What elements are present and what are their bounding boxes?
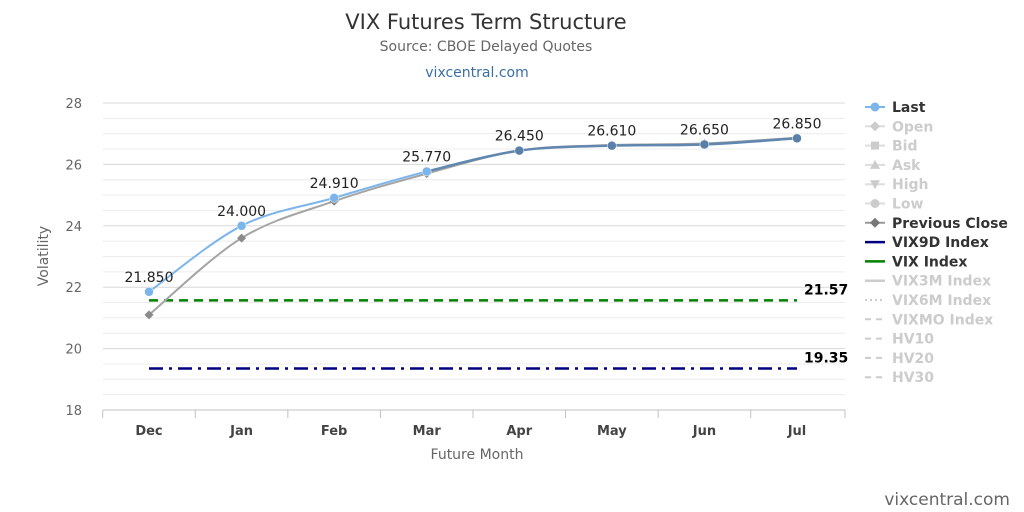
- y-tick-label: 24: [65, 220, 82, 235]
- legend-item-open[interactable]: Open: [865, 119, 933, 135]
- legend-label: VIX3M Index: [892, 274, 991, 290]
- legend-item-hv20[interactable]: HV20: [865, 351, 934, 367]
- source-link[interactable]: vixcentral.com: [425, 65, 528, 81]
- reference-lines: 19.35 21.57: [149, 282, 848, 370]
- last-point[interactable]: [236, 221, 247, 231]
- legend-symbol: [870, 180, 880, 190]
- legend-item-vix6m-index[interactable]: VIX6M Index: [865, 293, 991, 309]
- y-tick-label: 26: [65, 158, 82, 173]
- y-tick-label: 22: [65, 281, 82, 296]
- legend-symbol: [870, 159, 880, 169]
- legend-item-hv30[interactable]: HV30: [865, 370, 934, 386]
- credit-text[interactable]: vixcentral.com: [884, 490, 1010, 510]
- legend-label: VIX Index: [892, 254, 967, 270]
- x-tick-label: Apr: [506, 424, 532, 439]
- y-axis: 18 20 22 24 26 28: [65, 97, 82, 419]
- y-tick-label: 20: [65, 343, 82, 358]
- last-point[interactable]: [607, 140, 617, 151]
- legend-label: VIX9D Index: [892, 235, 989, 251]
- chart-subtitle: Source: CBOE Delayed Quotes: [380, 39, 593, 55]
- legend-item-hv10[interactable]: HV10: [865, 332, 934, 348]
- x-tick-label: Jan: [229, 424, 253, 439]
- chart-title: VIX Futures Term Structure: [345, 10, 626, 34]
- legend-item-vix3m-index[interactable]: VIX3M Index: [865, 274, 991, 290]
- legend-symbol: [871, 141, 879, 150]
- legend-label: HV30: [892, 370, 934, 386]
- x-tick-label: Jul: [787, 424, 807, 439]
- data-label: 25.770: [402, 149, 451, 165]
- legend-label: VIXMO Index: [892, 312, 993, 328]
- data-label: 26.610: [587, 124, 636, 140]
- data-label: 26.850: [772, 116, 821, 132]
- legend-label: Ask: [892, 158, 921, 174]
- legend-symbol: [870, 121, 880, 132]
- legend-label: Low: [892, 197, 924, 213]
- data-label: 21.850: [125, 270, 174, 286]
- legend-item-bid[interactable]: Bid: [865, 139, 918, 155]
- x-axis: Dec Jan Feb Mar Apr May Jun Jul: [102, 409, 846, 439]
- legend-label: Previous Close: [892, 216, 1008, 232]
- legend-label: Bid: [892, 139, 918, 155]
- legend-symbol: [870, 217, 880, 228]
- legend-label: Open: [892, 119, 933, 135]
- data-label: 24.000: [217, 204, 266, 220]
- data-label: 26.650: [680, 122, 729, 138]
- data-label: 26.450: [495, 129, 544, 145]
- x-tick-label: Jun: [692, 424, 716, 439]
- legend-item-vix-index[interactable]: VIX Index: [865, 254, 967, 270]
- x-tick-label: Dec: [135, 424, 162, 439]
- previous-close-point[interactable]: [237, 233, 247, 243]
- previous-close-point[interactable]: [144, 310, 154, 320]
- legend-item-previous-close[interactable]: Previous Close: [865, 216, 1008, 232]
- reference-value-label: 21.57: [804, 282, 848, 298]
- legend-label: Last: [892, 100, 926, 116]
- legend: Last Open Bid Ask High Low Previous Close VIX9D…: [865, 100, 1008, 386]
- legend-item-vixmo-index[interactable]: VIXMO Index: [865, 312, 993, 328]
- legend-label: HV10: [892, 332, 934, 348]
- legend-item-ask[interactable]: Ask: [865, 158, 921, 174]
- y-tick-label: 18: [65, 404, 82, 419]
- x-tick-label: Feb: [321, 424, 347, 439]
- y-tick-label: 28: [65, 97, 82, 112]
- legend-label: HV20: [892, 351, 934, 367]
- legend-item-last[interactable]: Last: [865, 100, 926, 116]
- series-group: 21.850 24.000 24.910 25.770 26.450 26.610 26.6…: [125, 116, 821, 320]
- x-tick-label: Mar: [413, 424, 442, 439]
- x-tick-label: May: [597, 424, 627, 439]
- legend-item-high[interactable]: High: [865, 177, 929, 193]
- data-label: 24.910: [310, 176, 359, 192]
- legend-item-low[interactable]: Low: [865, 197, 924, 213]
- legend-symbol: [870, 102, 880, 112]
- legend-symbol: [870, 199, 880, 208]
- last-point[interactable]: [329, 193, 339, 203]
- reference-value-label: 19.35: [804, 351, 848, 367]
- legend-item-vix9d-index[interactable]: VIX9D Index: [865, 235, 989, 251]
- gridlines: [103, 102, 845, 411]
- last-point[interactable]: [792, 133, 802, 144]
- last-point[interactable]: [514, 145, 525, 156]
- last-point[interactable]: [144, 287, 154, 297]
- legend-label: High: [892, 177, 929, 193]
- y-axis-title: Volatility: [36, 226, 52, 286]
- last-point[interactable]: [699, 139, 710, 150]
- legend-label: VIX6M Index: [892, 293, 991, 309]
- last-point[interactable]: [421, 166, 432, 177]
- x-axis-title: Future Month: [431, 447, 524, 463]
